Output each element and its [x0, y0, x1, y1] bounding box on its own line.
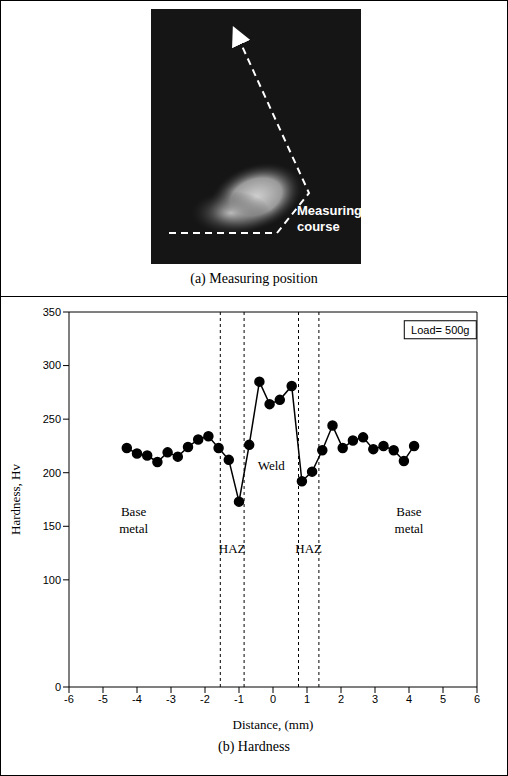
svg-text:-1: -1	[234, 693, 244, 705]
svg-text:4: 4	[406, 693, 412, 705]
svg-text:-4: -4	[132, 693, 142, 705]
svg-text:-2: -2	[200, 693, 210, 705]
svg-text:1: 1	[304, 693, 310, 705]
svg-text:-3: -3	[166, 693, 176, 705]
svg-text:Measuringcourse: Measuringcourse	[297, 203, 362, 234]
svg-text:6: 6	[474, 693, 480, 705]
svg-text:Basemetal: Basemetal	[395, 504, 424, 536]
svg-text:250: 250	[43, 413, 61, 425]
svg-text:Load= 500g: Load= 500g	[411, 324, 469, 336]
svg-text:150: 150	[43, 520, 61, 532]
svg-text:300: 300	[43, 359, 61, 371]
svg-text:Distance, (mm): Distance, (mm)	[233, 717, 314, 732]
svg-text:200: 200	[43, 467, 61, 479]
html-text:(b) Hardness: (b) Hardness	[218, 739, 290, 754]
svg-text:3: 3	[372, 693, 378, 705]
svg-text:Weld: Weld	[258, 458, 286, 473]
svg-text:Basemetal: Basemetal	[119, 504, 148, 536]
html-text:(a) Measuring position: (a) Measuring position	[190, 271, 318, 286]
svg-text:HAZ: HAZ	[295, 541, 322, 556]
svg-text:2: 2	[338, 693, 344, 705]
svg-text:Hardness, Hv: Hardness, Hv	[8, 464, 23, 535]
svg-text:-5: -5	[98, 693, 108, 705]
svg-text:100: 100	[43, 574, 61, 586]
svg-text:5: 5	[440, 693, 446, 705]
svg-text:-6: -6	[64, 693, 74, 705]
svg-text:0: 0	[55, 681, 61, 693]
svg-text:HAZ: HAZ	[219, 541, 246, 556]
svg-text:350: 350	[43, 306, 61, 318]
svg-text:0: 0	[270, 693, 276, 705]
